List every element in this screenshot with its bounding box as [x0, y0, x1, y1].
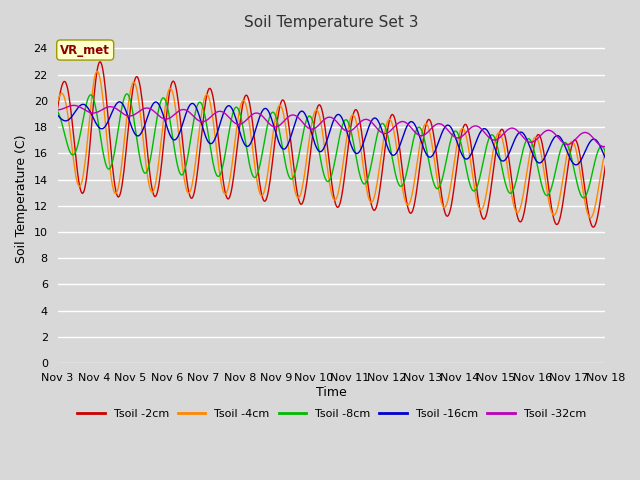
- Y-axis label: Soil Temperature (C): Soil Temperature (C): [15, 135, 28, 264]
- Legend: Tsoil -2cm, Tsoil -4cm, Tsoil -8cm, Tsoil -16cm, Tsoil -32cm: Tsoil -2cm, Tsoil -4cm, Tsoil -8cm, Tsoi…: [72, 404, 590, 423]
- Title: Soil Temperature Set 3: Soil Temperature Set 3: [244, 15, 419, 30]
- X-axis label: Time: Time: [316, 385, 347, 398]
- Text: VR_met: VR_met: [60, 44, 110, 57]
